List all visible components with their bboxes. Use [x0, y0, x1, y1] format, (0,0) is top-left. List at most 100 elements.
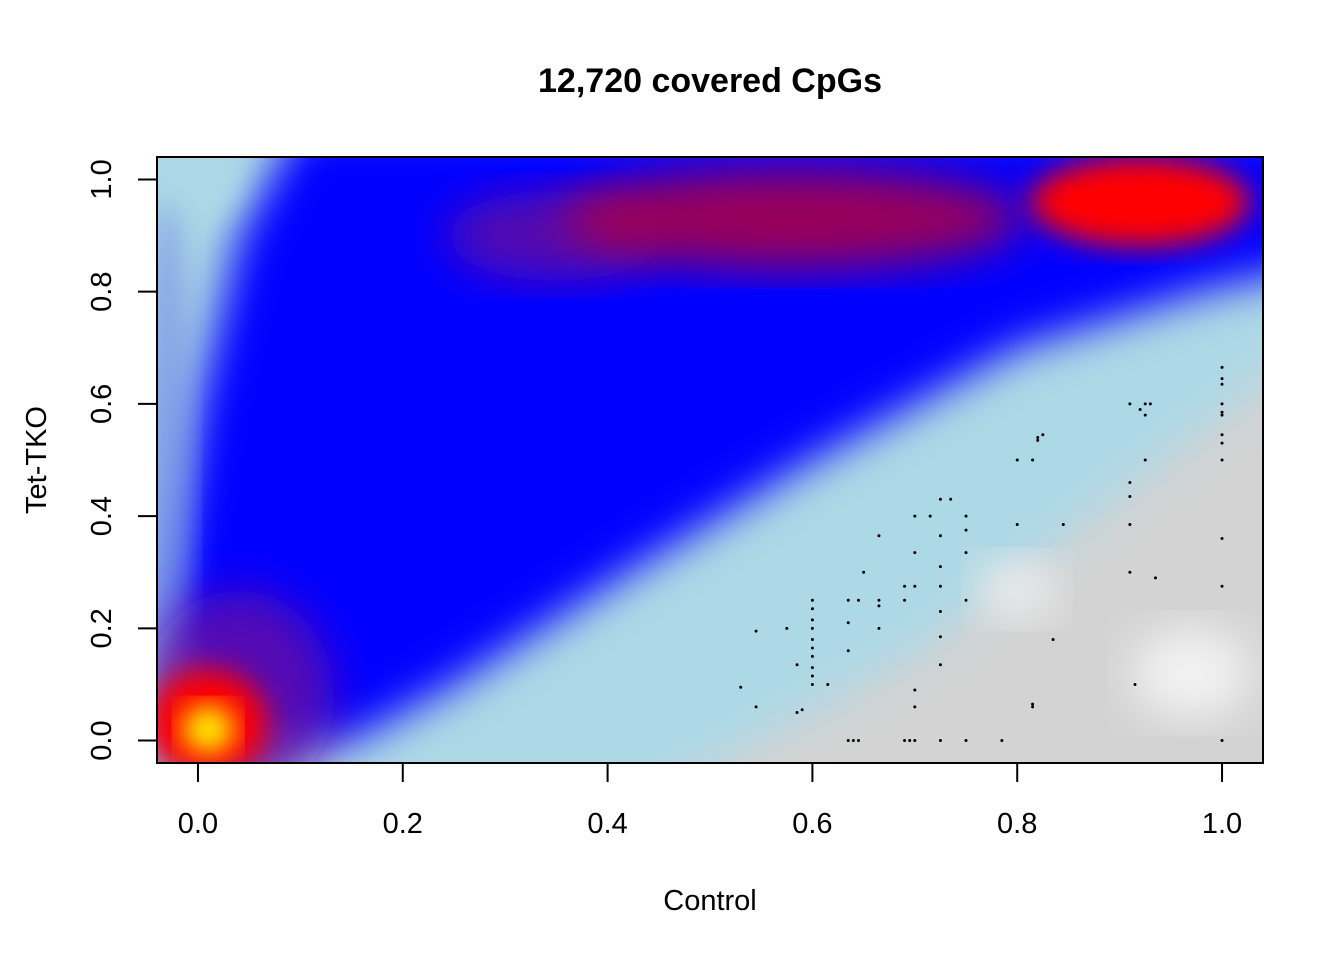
y-axis: 0.0 0.2 0.4 0.6 0.8 1.0 [86, 159, 158, 761]
x-tick-label: 0.2 [383, 808, 423, 840]
data-point [754, 705, 758, 709]
data-point [964, 551, 968, 555]
data-point [810, 654, 814, 658]
data-point [810, 618, 814, 622]
data-point [862, 570, 866, 574]
data-point [739, 685, 743, 689]
density-white-spot [1131, 628, 1252, 719]
data-point [1220, 410, 1224, 414]
plot-area [157, 157, 1263, 763]
outlier-points [739, 365, 1224, 743]
y-tick-label: 0.2 [86, 608, 118, 648]
y-tick-label: 0.0 [86, 720, 118, 760]
data-point [1220, 402, 1224, 406]
data-point [938, 610, 942, 613]
data-point [877, 534, 881, 538]
data-point [1220, 537, 1224, 541]
x-axis: 0.0 0.2 0.4 0.6 0.8 1.0 [178, 762, 1242, 840]
density-corner-light [157, 157, 238, 229]
x-tick-label: 0.0 [178, 808, 218, 840]
data-point [856, 739, 860, 743]
data-point [928, 514, 932, 518]
data-point [964, 528, 968, 532]
data-point [1220, 441, 1224, 445]
data-point [1143, 402, 1147, 406]
data-point [846, 739, 850, 743]
y-tick-label: 0.8 [86, 272, 118, 312]
data-point [851, 739, 855, 743]
x-tick-label: 0.8 [997, 808, 1037, 840]
data-point [810, 682, 814, 686]
data-point [938, 497, 942, 501]
data-point [903, 739, 907, 743]
data-point [810, 638, 814, 642]
y-tick-label: 0.4 [86, 496, 118, 536]
data-point [913, 739, 917, 743]
data-point [913, 584, 917, 588]
density-layers [157, 157, 1263, 763]
data-point [877, 598, 881, 602]
data-point [938, 663, 942, 667]
data-point [1015, 458, 1019, 462]
data-point [846, 621, 850, 625]
data-point [846, 649, 850, 653]
data-point [810, 646, 814, 650]
data-point [1015, 523, 1019, 527]
data-point [1128, 494, 1132, 498]
data-point [938, 739, 942, 743]
chart-title: 12,720 covered CpGs [538, 62, 882, 100]
x-tick-label: 0.4 [587, 808, 627, 840]
data-point [1220, 413, 1224, 417]
data-point [1220, 365, 1224, 369]
data-point [1220, 377, 1224, 381]
data-point [810, 626, 814, 630]
data-point [913, 514, 917, 518]
data-point [1220, 458, 1224, 462]
density-peak-yellow [182, 705, 235, 754]
data-point [1061, 523, 1065, 527]
data-point [903, 598, 907, 602]
data-point [795, 711, 799, 714]
data-point [1143, 413, 1147, 417]
data-point [1148, 402, 1152, 406]
data-point [1041, 433, 1045, 437]
data-point [938, 584, 942, 588]
data-point [846, 598, 850, 602]
data-point [810, 666, 814, 670]
data-point [826, 682, 830, 686]
data-point [1220, 433, 1224, 437]
data-point [877, 604, 881, 608]
data-point [1220, 382, 1224, 386]
data-point [1133, 682, 1137, 686]
data-point [1128, 523, 1132, 527]
data-point [1138, 408, 1142, 411]
data-point [800, 708, 804, 712]
data-point [1036, 438, 1040, 442]
data-point [903, 584, 907, 588]
data-point [785, 626, 789, 630]
data-point [1031, 702, 1035, 706]
data-point [949, 497, 953, 501]
density-left-edge [157, 200, 193, 720]
data-point [795, 663, 799, 667]
data-point [1036, 436, 1040, 440]
data-point [964, 514, 968, 518]
x-tick-label: 0.6 [792, 808, 832, 840]
data-point [1128, 402, 1132, 406]
data-point [908, 739, 912, 743]
data-point [1153, 576, 1157, 580]
density-peak-top-right [1030, 157, 1251, 247]
data-point [856, 598, 860, 602]
data-point [964, 739, 968, 743]
data-point [1128, 480, 1132, 484]
density-band-red [561, 168, 1022, 269]
y-tick-label: 1.0 [86, 159, 118, 199]
data-point [1220, 584, 1224, 588]
data-point [1128, 570, 1132, 574]
data-point [754, 629, 758, 633]
data-point [964, 598, 968, 602]
data-point [1220, 739, 1224, 743]
density-white-spot-2 [977, 559, 1058, 620]
data-point [938, 565, 942, 569]
